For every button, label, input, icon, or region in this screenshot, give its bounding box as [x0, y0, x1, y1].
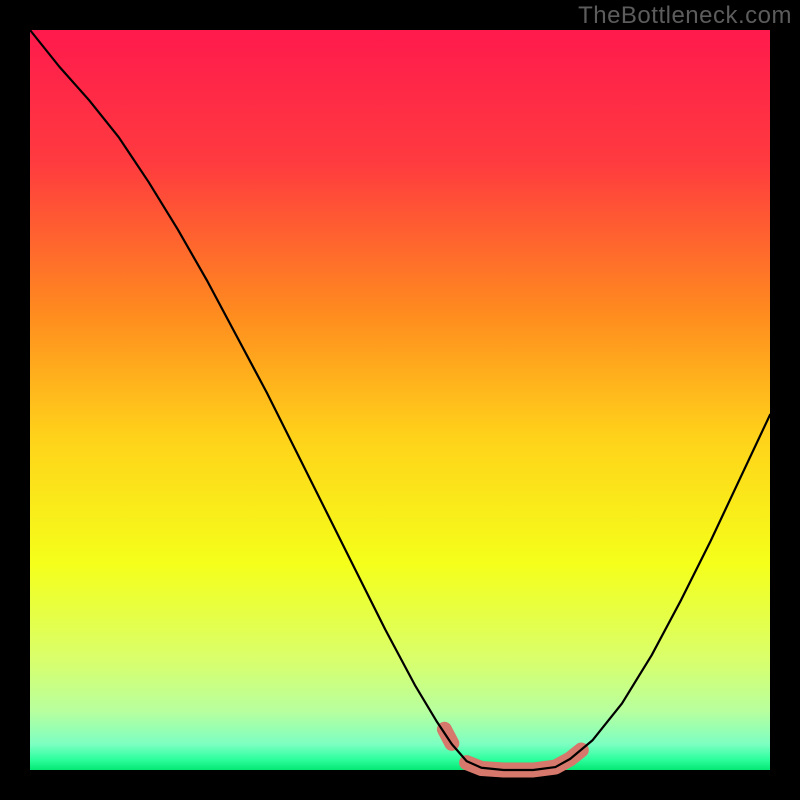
bottleneck-chart — [0, 0, 800, 800]
chart-stage: TheBottleneck.com — [0, 0, 800, 800]
watermark-text: TheBottleneck.com — [578, 2, 792, 30]
